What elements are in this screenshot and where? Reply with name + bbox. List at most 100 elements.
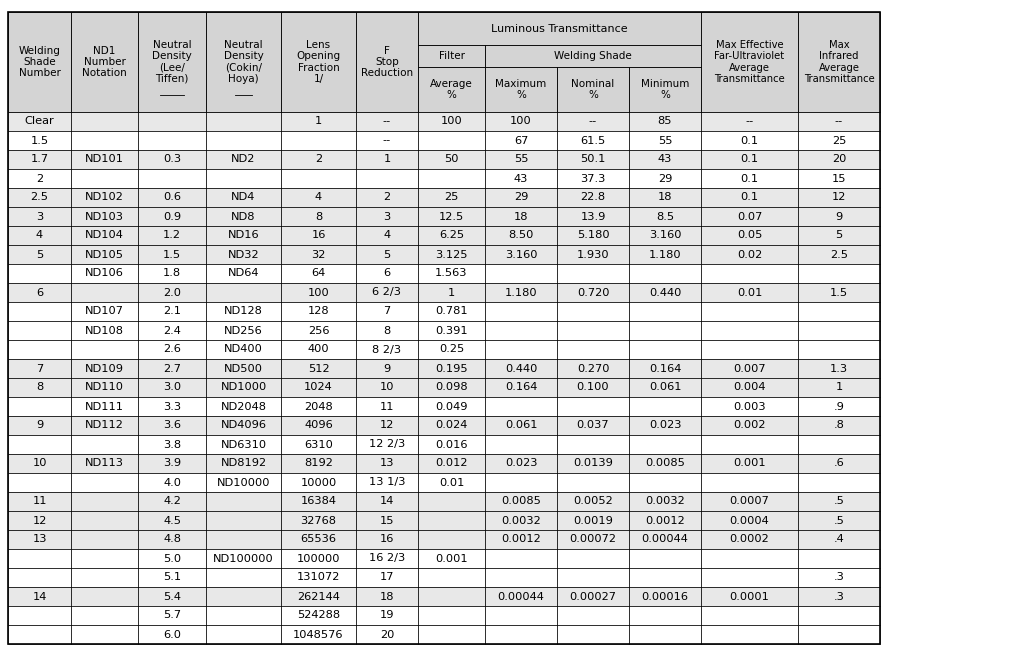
Text: 29: 29: [514, 193, 528, 203]
Text: ND105: ND105: [85, 250, 124, 260]
Bar: [557, 606, 629, 625]
Bar: [418, 12, 701, 45]
Bar: [557, 264, 629, 283]
Bar: [356, 416, 418, 435]
Text: Neutral
Density
(Cokin/
Hoya): Neutral Density (Cokin/ Hoya): [223, 41, 263, 84]
Bar: [206, 12, 281, 112]
Text: 15: 15: [380, 515, 394, 525]
Bar: [206, 112, 281, 131]
Bar: [206, 625, 281, 644]
Bar: [485, 150, 557, 169]
Bar: [356, 131, 418, 150]
Bar: [701, 606, 798, 625]
Bar: [71, 12, 138, 112]
Text: 0.781: 0.781: [435, 307, 468, 317]
Text: 1024: 1024: [304, 382, 333, 392]
Text: 7: 7: [36, 363, 43, 373]
Bar: [138, 226, 206, 245]
Bar: [798, 302, 880, 321]
Bar: [418, 625, 485, 644]
Bar: [557, 207, 629, 226]
Bar: [71, 511, 138, 530]
Bar: [356, 188, 418, 207]
Bar: [8, 625, 71, 644]
Bar: [356, 359, 418, 378]
Bar: [356, 587, 418, 606]
Text: 4.0: 4.0: [163, 477, 181, 487]
Text: 1.3: 1.3: [829, 363, 848, 373]
Bar: [418, 549, 485, 568]
Text: 0.270: 0.270: [577, 363, 609, 373]
Bar: [485, 625, 557, 644]
Bar: [701, 264, 798, 283]
Bar: [8, 150, 71, 169]
Bar: [8, 188, 71, 207]
Bar: [557, 67, 629, 112]
Bar: [206, 264, 281, 283]
Bar: [8, 378, 71, 397]
Text: ND111: ND111: [85, 402, 124, 412]
Bar: [138, 302, 206, 321]
Bar: [8, 207, 880, 226]
Bar: [138, 587, 206, 606]
Text: 0.0052: 0.0052: [573, 497, 613, 507]
Bar: [281, 321, 356, 340]
Bar: [8, 112, 71, 131]
Bar: [418, 606, 485, 625]
Bar: [629, 207, 701, 226]
Text: 67: 67: [514, 135, 528, 145]
Text: 1.930: 1.930: [577, 250, 609, 260]
Text: 1.7: 1.7: [31, 155, 48, 165]
Text: 3.0: 3.0: [163, 382, 181, 392]
Bar: [485, 606, 557, 625]
Text: 50: 50: [444, 155, 459, 165]
Bar: [71, 416, 138, 435]
Text: 8: 8: [314, 212, 323, 222]
Bar: [418, 416, 485, 435]
Text: 12: 12: [831, 193, 846, 203]
Text: ND103: ND103: [85, 212, 124, 222]
Text: --: --: [589, 116, 597, 127]
Bar: [485, 568, 557, 587]
Text: 0.016: 0.016: [435, 440, 468, 450]
Bar: [356, 625, 418, 644]
Text: 1.180: 1.180: [505, 288, 538, 297]
Bar: [418, 283, 485, 302]
Bar: [281, 226, 356, 245]
Bar: [629, 530, 701, 549]
Bar: [71, 131, 138, 150]
Text: 3.9: 3.9: [163, 459, 181, 469]
Bar: [629, 321, 701, 340]
Text: 5.4: 5.4: [163, 592, 181, 602]
Bar: [798, 340, 880, 359]
Bar: [701, 112, 798, 131]
Bar: [701, 188, 798, 207]
Bar: [356, 473, 418, 492]
Text: 1: 1: [314, 116, 323, 127]
Text: .6: .6: [834, 459, 845, 469]
Text: ND104: ND104: [85, 230, 124, 240]
Bar: [701, 245, 798, 264]
Bar: [557, 587, 629, 606]
Bar: [206, 397, 281, 416]
Bar: [798, 169, 880, 188]
Bar: [281, 454, 356, 473]
Text: 2.4: 2.4: [163, 325, 181, 335]
Text: 19: 19: [380, 610, 394, 620]
Text: 0.1: 0.1: [740, 193, 759, 203]
Bar: [71, 359, 138, 378]
Bar: [8, 245, 880, 264]
Bar: [798, 245, 880, 264]
Bar: [206, 568, 281, 587]
Text: 12: 12: [33, 515, 47, 525]
Bar: [8, 302, 880, 321]
Text: ND32: ND32: [227, 250, 259, 260]
Bar: [418, 511, 485, 530]
Text: 32: 32: [311, 250, 326, 260]
Text: 0.3: 0.3: [163, 155, 181, 165]
Text: 2.6: 2.6: [163, 345, 181, 355]
Bar: [356, 283, 418, 302]
Bar: [281, 397, 356, 416]
Bar: [557, 378, 629, 397]
Text: 15: 15: [831, 173, 846, 183]
